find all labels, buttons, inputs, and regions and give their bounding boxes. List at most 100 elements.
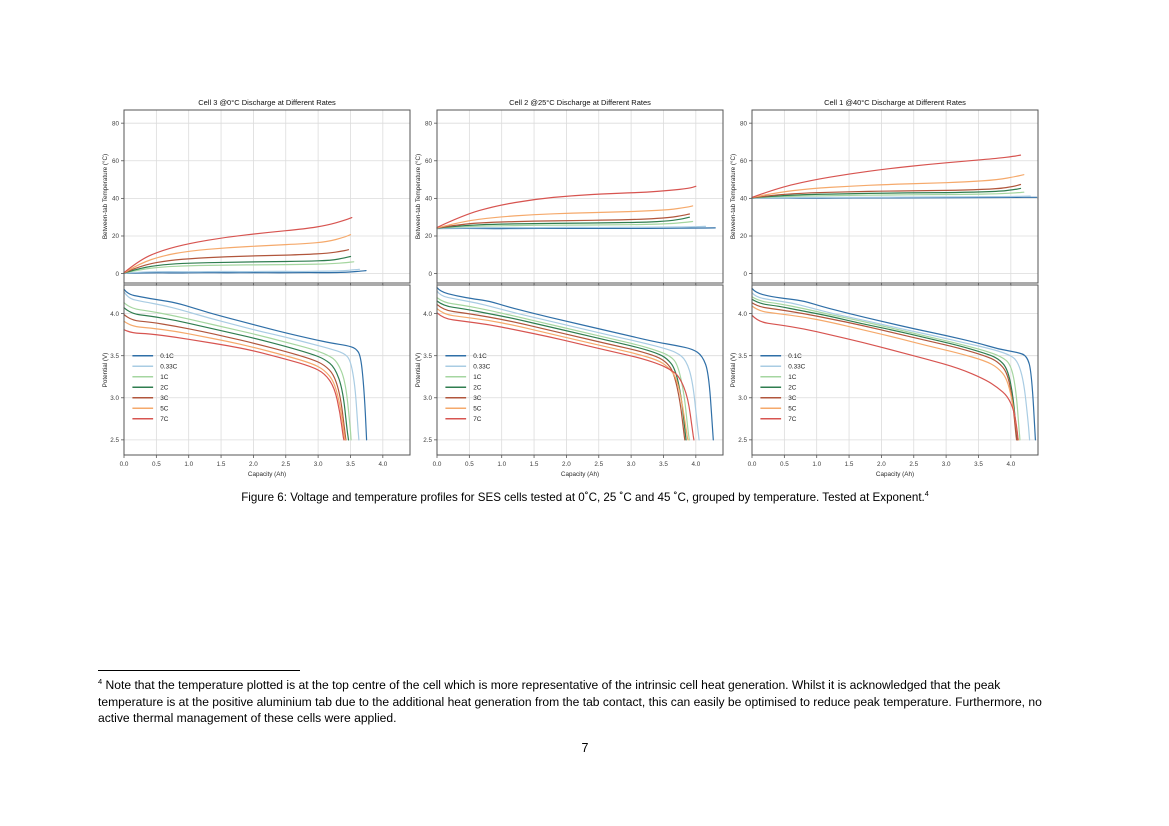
- series-line-3C: [123, 249, 350, 274]
- figure-caption: Figure 6: Voltage and temperature profil…: [100, 489, 1070, 504]
- y-tick-label: 20: [112, 233, 120, 240]
- y-tick-label: 40: [112, 196, 120, 203]
- y-axis-label: Potential (V): [102, 353, 109, 388]
- series-line-2C: [436, 216, 690, 229]
- series-line-0.33C: [123, 268, 361, 274]
- chart-canvas-cell3-0c: 0 20 40 60 80 Between-tab Temperature (°C) 2.5…: [101, 98, 411, 478]
- footnote-text: Note that the temperature plotted is at …: [98, 678, 1042, 726]
- series-line-2C: [436, 300, 687, 441]
- chart-title: Cell 2 @25°C Discharge at Different Rate…: [509, 98, 651, 107]
- y-tick-label: 40: [740, 196, 748, 203]
- x-tick-label: 3.0: [942, 461, 951, 468]
- x-tick-label: 0.5: [780, 461, 789, 468]
- series-line-7C: [123, 329, 345, 441]
- y-tick-label: 0: [428, 271, 432, 278]
- x-axis-label: Capacity (Ah): [248, 471, 286, 478]
- y-tick-label: 3.5: [423, 353, 432, 360]
- y-tick-label: 3.0: [423, 395, 432, 402]
- x-tick-label: 1.0: [184, 461, 193, 468]
- x-tick-label: 0.0: [120, 461, 129, 468]
- legend-label-7C: 7C: [473, 416, 482, 423]
- series-line-2C: [123, 307, 350, 441]
- series-line-0.33C: [751, 292, 1031, 441]
- series-line-1C: [436, 297, 690, 441]
- x-tick-label: 4.0: [378, 461, 387, 468]
- series-line-0.1C: [436, 286, 714, 441]
- x-tick-label: 0.0: [748, 461, 757, 468]
- series-line-3C: [123, 313, 347, 441]
- x-tick-label: 1.0: [812, 461, 821, 468]
- y-tick-label: 3.5: [738, 353, 747, 360]
- x-tick-label: 2.0: [877, 461, 886, 468]
- x-tick-label: 3.5: [346, 461, 355, 468]
- chart-canvas-cell1-40c: 0 20 40 60 80 Between-tab Temperature (°C) 2.5…: [729, 98, 1039, 478]
- legend-label-0.33C: 0.33C: [473, 363, 490, 370]
- x-axis-label: Capacity (Ah): [561, 471, 599, 478]
- x-tick-label: 0.5: [465, 461, 474, 468]
- plot-border: [751, 284, 1039, 456]
- y-tick-label: 3.5: [110, 353, 119, 360]
- y-tick-label: 4.0: [738, 311, 747, 318]
- plot-border: [436, 284, 724, 456]
- legend-label-1C: 1C: [160, 374, 169, 381]
- series-line-7C: [751, 154, 1022, 198]
- legend-label-0.1C: 0.1C: [160, 353, 174, 360]
- series-line-2C: [123, 255, 352, 274]
- series-line-2C: [751, 298, 1018, 441]
- x-tick-label: 4.0: [691, 461, 700, 468]
- series-line-7C: [436, 185, 697, 229]
- series-line-5C: [436, 205, 694, 229]
- x-tick-label: 3.0: [627, 461, 636, 468]
- x-tick-label: 0.5: [152, 461, 161, 468]
- x-tick-label: 4.0: [1006, 461, 1015, 468]
- series-line-3C: [436, 213, 690, 229]
- chart-title: Cell 3 @0°C Discharge at Different Rates: [198, 98, 336, 107]
- chart-column-cell2-25c: 0 20 40 60 80 Between-tab Temperature (°C) 2.5…: [413, 96, 729, 484]
- legend-label-2C: 2C: [160, 384, 169, 391]
- series-line-0.1C: [751, 196, 1038, 199]
- series-line-7C: [436, 312, 695, 441]
- plot-border: [123, 284, 411, 456]
- series-line-3C: [436, 303, 686, 441]
- y-axis-label: Between-tab Temperature (°C): [729, 154, 737, 239]
- series-line-3C: [751, 302, 1018, 441]
- y-tick-label: 0: [115, 271, 119, 278]
- y-tick-label: 80: [425, 120, 433, 127]
- legend-label-5C: 5C: [473, 405, 482, 412]
- y-tick-label: 3.0: [110, 395, 119, 402]
- y-axis-label: Between-tab Temperature (°C): [101, 154, 109, 239]
- y-tick-label: 2.5: [738, 437, 747, 444]
- y-axis-label: Potential (V): [730, 353, 737, 388]
- chart-title: Cell 1 @40°C Discharge at Different Rate…: [824, 98, 966, 107]
- series-line-3C: [751, 183, 1022, 199]
- chart-column-cell3-0c: 0 20 40 60 80 Between-tab Temperature (°C) 2.5…: [100, 96, 416, 484]
- y-axis-label: Between-tab Temperature (°C): [414, 154, 422, 239]
- footnote-divider: [98, 670, 300, 671]
- x-tick-label: 3.0: [314, 461, 323, 468]
- footnote-marker: 4: [98, 677, 103, 686]
- legend-label-3C: 3C: [473, 395, 482, 402]
- series-line-1C: [751, 191, 1025, 199]
- series-line-5C: [436, 308, 689, 441]
- figure-caption-footnote-ref: 4: [924, 489, 929, 498]
- legend-label-1C: 1C: [473, 374, 482, 381]
- series-line-5C: [751, 174, 1025, 198]
- legend-label-7C: 7C: [160, 416, 169, 423]
- series-line-5C: [751, 305, 1020, 441]
- x-tick-label: 1.5: [217, 461, 226, 468]
- x-tick-label: 2.5: [281, 461, 290, 468]
- y-tick-label: 0: [743, 271, 747, 278]
- series-line-5C: [123, 234, 352, 274]
- y-tick-label: 20: [740, 233, 748, 240]
- y-tick-label: 3.0: [738, 395, 747, 402]
- y-tick-label: 80: [740, 120, 748, 127]
- series-line-0.33C: [436, 290, 700, 441]
- y-tick-label: 60: [112, 158, 120, 165]
- legend-label-3C: 3C: [160, 395, 169, 402]
- legend-label-5C: 5C: [160, 405, 169, 412]
- x-tick-label: 2.0: [562, 461, 571, 468]
- y-tick-label: 40: [425, 196, 433, 203]
- legend-label-0.1C: 0.1C: [788, 353, 802, 360]
- footnote: 4 Note that the temperature plotted is a…: [98, 677, 1061, 727]
